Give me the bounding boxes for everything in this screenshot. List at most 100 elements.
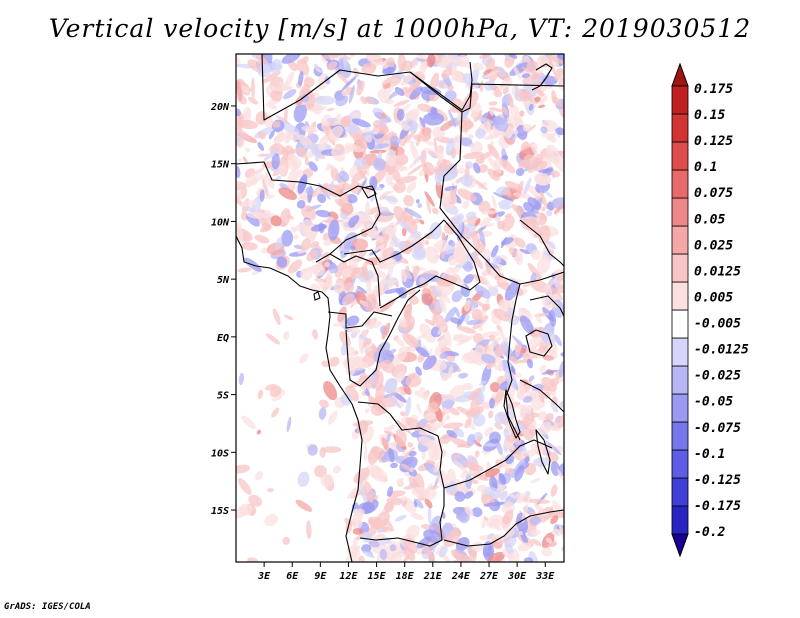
field-patch [494, 90, 503, 98]
field-patch [400, 60, 414, 72]
field-patch [465, 471, 478, 475]
field-patch [527, 262, 542, 280]
field-patch [482, 70, 499, 79]
field-patch [439, 352, 449, 359]
lake-malawi [535, 429, 551, 475]
field-patch [545, 440, 562, 456]
lon-tick-label: 30E [507, 571, 527, 582]
field-patch [504, 542, 514, 555]
field-patch [462, 382, 473, 391]
field-patch [393, 99, 410, 107]
field-patch [241, 415, 256, 429]
colorbar-segment [671, 169, 689, 199]
field-patch [534, 313, 543, 324]
field-patch [532, 78, 544, 83]
field-patch [531, 538, 542, 547]
border-chad-car [343, 219, 481, 309]
field-patch [275, 115, 291, 125]
border-egypt [461, 83, 564, 113]
colorbar-cap-high [671, 62, 689, 87]
field-patch [538, 104, 546, 109]
field-patch [356, 166, 367, 181]
field-patch [550, 484, 558, 497]
field-patch [392, 391, 407, 403]
field-patch [544, 190, 553, 198]
field-patch [390, 462, 398, 469]
field-patch [293, 234, 299, 240]
field-patch [494, 344, 505, 357]
lake-victoria [525, 329, 553, 357]
field-patch [353, 133, 368, 150]
colorbar-label: -0.075 [694, 421, 741, 436]
colorbar-label: -0.1 [694, 447, 725, 462]
field-patch [443, 222, 456, 235]
border-cameroon [329, 253, 381, 307]
field-patch [538, 421, 552, 435]
field-patch [403, 304, 412, 321]
field-patch [448, 109, 457, 128]
field-patch [363, 130, 376, 138]
field-patch [282, 536, 291, 545]
field-patch [394, 514, 407, 522]
map-frame [235, 53, 565, 563]
field-patch [438, 296, 447, 313]
field-patch [309, 267, 320, 275]
field-patch [236, 181, 247, 191]
field-patch [362, 222, 380, 240]
field-patch [346, 315, 360, 327]
field-patch [339, 212, 349, 220]
field-patch [474, 284, 491, 299]
field-patch [513, 65, 522, 80]
field-patch [284, 71, 295, 90]
field-patch [424, 147, 441, 159]
field-patch [478, 229, 486, 245]
field-patch [373, 262, 389, 271]
field-patch [526, 358, 534, 369]
field-patch [324, 261, 330, 268]
field-patch [557, 468, 564, 482]
field-patch [514, 237, 526, 248]
field-patch [254, 234, 270, 244]
field-patch [321, 360, 330, 368]
field-patch [481, 401, 490, 409]
field-patch [247, 557, 259, 562]
field-patch [518, 88, 532, 102]
field-patch [389, 544, 397, 552]
field-patch [522, 123, 532, 132]
field-patch [494, 215, 501, 222]
field-patch [541, 547, 553, 557]
field-patch [403, 207, 422, 219]
field-patch [492, 116, 509, 132]
field-patch [239, 200, 258, 208]
field-patch [446, 468, 457, 485]
field-patch [504, 281, 520, 301]
field-patch [269, 385, 282, 398]
field-patch [301, 205, 316, 221]
field-patch [524, 456, 530, 464]
field-patch [528, 375, 535, 382]
field-patch [388, 348, 397, 355]
field-patch [554, 67, 564, 81]
field-patch [341, 89, 348, 97]
field-patch [517, 542, 532, 552]
field-patch [327, 410, 338, 425]
field-patch [383, 195, 398, 202]
field-patch [353, 356, 364, 368]
field-patch [515, 492, 534, 504]
field-patch [451, 265, 461, 274]
field-patch [438, 338, 449, 349]
field-patch [358, 374, 365, 383]
field-patch [474, 450, 480, 458]
colorbar-label: 0.125 [694, 134, 733, 149]
field-patch [361, 62, 377, 75]
field-patch [320, 473, 334, 487]
field-patch [388, 150, 397, 156]
field-patch [419, 323, 436, 343]
field-patch [534, 160, 548, 172]
field-patch [381, 455, 389, 463]
field-patch [374, 243, 386, 251]
field-patch [238, 503, 253, 516]
field-patch [403, 384, 412, 395]
field-patch [509, 132, 516, 141]
field-patch [257, 63, 271, 78]
